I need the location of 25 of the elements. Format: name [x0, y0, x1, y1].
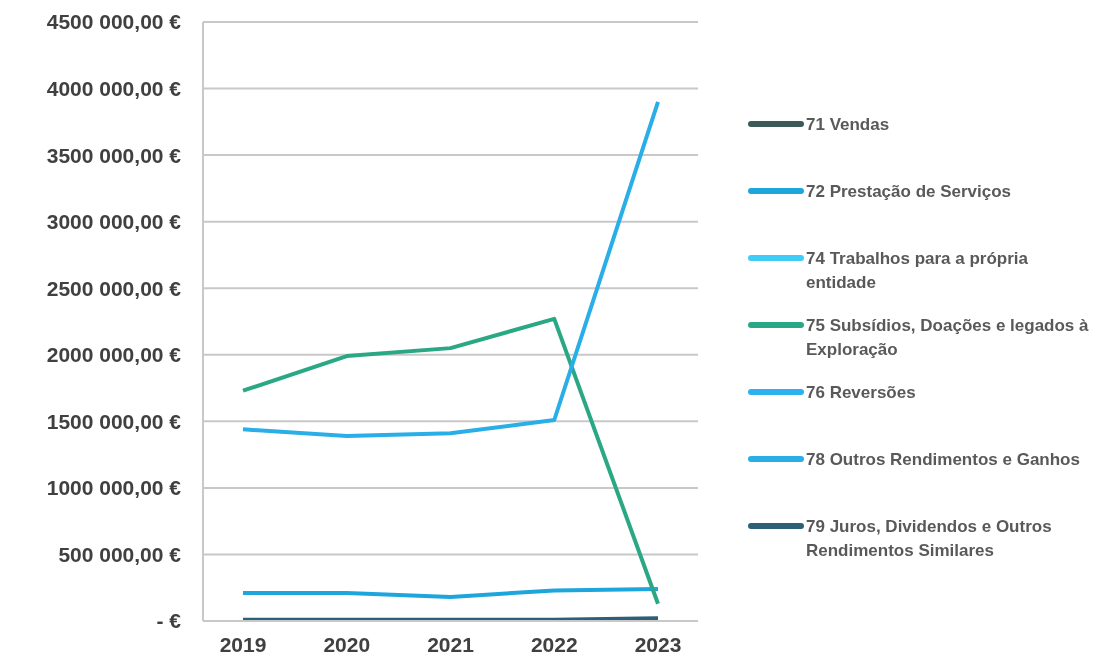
y-tick-label: 1000 000,00 € [46, 476, 182, 500]
y-tick-label: 1500 000,00 € [46, 409, 182, 433]
legend-label: 75 Subsídios, Doações e legados à Exploração [806, 315, 1090, 361]
x-tick-label: 2021 [427, 632, 475, 656]
x-tick-label: 2022 [530, 632, 578, 656]
legend-label: 72 Prestação de Serviços [806, 181, 1012, 203]
y-tick-label: - € [156, 609, 182, 633]
x-tick-label: 2019 [219, 632, 267, 656]
y-tick-label: 500 000,00 € [58, 542, 182, 566]
x-tick-label: 2023 [634, 632, 682, 656]
line-series [241, 587, 660, 600]
x-tick-label: 2020 [323, 632, 371, 656]
legend-label: 71 Vendas [806, 114, 890, 136]
line-series [241, 316, 660, 606]
y-tick-label: 4000 000,00 € [46, 77, 182, 101]
y-tick-label: 4500 000,00 € [46, 10, 182, 34]
legend-label: 74 Trabalhos para a própria entidade [806, 248, 1030, 294]
legend-label: 78 Outros Rendimentos e Ganhos [806, 449, 1080, 471]
y-tick-label: 2500 000,00 € [46, 276, 182, 300]
line-series [241, 99, 660, 438]
y-tick-label: 3500 000,00 € [46, 143, 182, 167]
legend-label: 79 Juros, Dividendos e Outros Rendimentos Similares [806, 516, 1053, 562]
y-tick-label: 2000 000,00 € [46, 343, 182, 367]
legend-label: 76 Reversões [806, 382, 916, 404]
y-tick-label: 3000 000,00 € [46, 210, 182, 234]
